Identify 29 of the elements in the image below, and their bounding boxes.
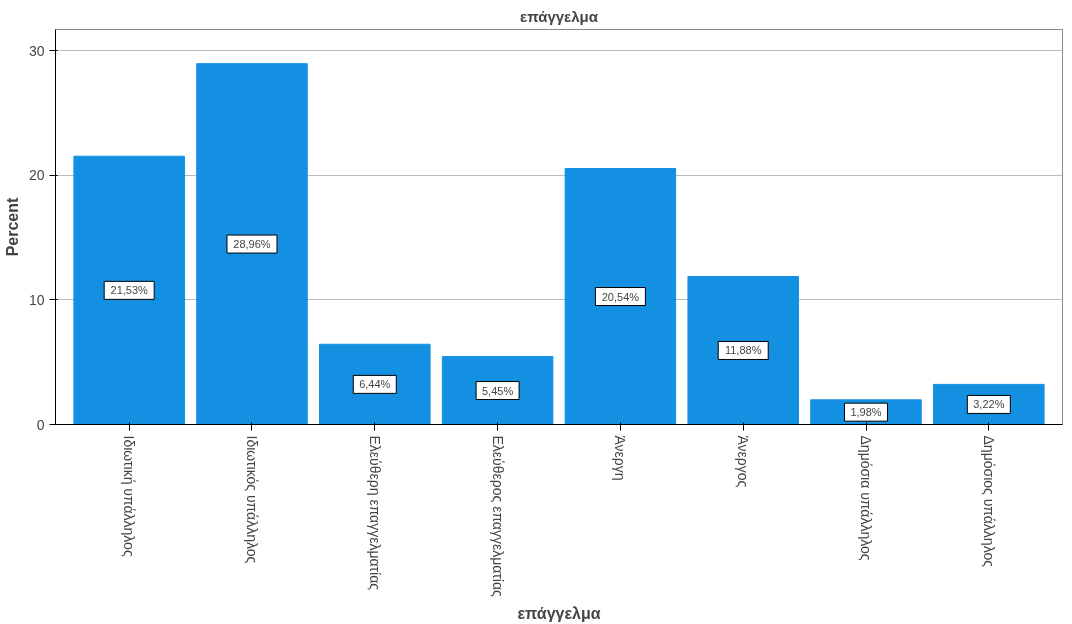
bar	[73, 155, 185, 425]
y-tick-label: 0	[36, 416, 45, 433]
x-tick-label: Δημόσιος υπάλληλος	[980, 435, 997, 568]
y-tick-label: 30	[28, 42, 45, 59]
bar	[196, 63, 308, 425]
bar	[564, 168, 677, 425]
data-label: 6,44%	[359, 378, 391, 391]
y-tick-label: 10	[28, 291, 45, 308]
x-tick-label: Άνεργη	[612, 435, 629, 481]
x-tick-label: Ιδιωτικός υπάλληλος	[243, 435, 260, 564]
x-tick-label: Δημόσια υπάλληλος	[858, 435, 875, 561]
data-label: 28,96%	[233, 238, 271, 251]
bar	[441, 356, 554, 425]
x-tick-label: Ιδιωτική υπάλληλος	[121, 435, 138, 557]
bar	[319, 343, 431, 425]
chart-title: επάγγελμα	[520, 7, 599, 25]
x-tick-label: Άνεργος	[735, 435, 752, 488]
data-label: 20,54%	[601, 290, 640, 303]
x-axis-title: επάγγελμα	[517, 604, 601, 622]
y-tick-label: 20	[28, 167, 45, 184]
data-label: 1,98%	[850, 406, 882, 419]
data-label: 5,45%	[482, 384, 514, 397]
data-label: 3,22%	[973, 398, 1005, 411]
data-label: 21,53%	[110, 284, 149, 297]
x-tick-label: Ελεύθερη επαγγελματίας	[366, 435, 383, 591]
bar	[687, 275, 799, 425]
x-tick-label: Ελεύθερος επαγγελματίας	[489, 435, 506, 598]
data-label: 11,88%	[724, 344, 762, 357]
y-axis-title: Percent	[3, 196, 21, 257]
